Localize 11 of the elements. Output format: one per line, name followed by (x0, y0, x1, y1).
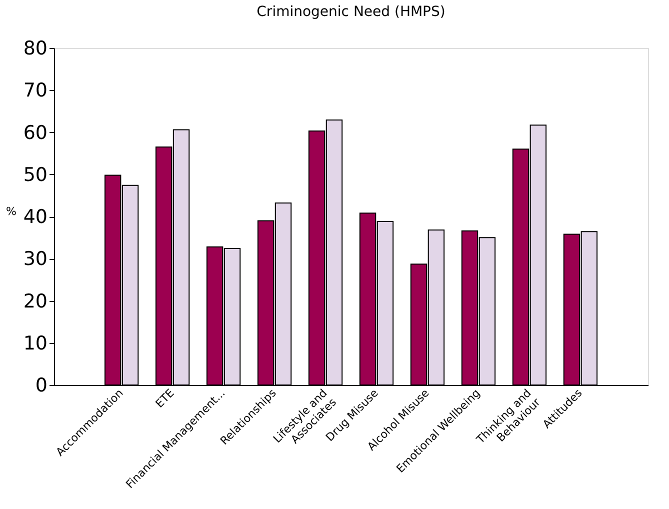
y-tick-label: 70 (23, 80, 48, 102)
y-tick-label: 40 (23, 206, 48, 228)
y-tick-label: 50 (23, 164, 48, 186)
y-tick-label: 80 (23, 38, 48, 60)
y-tick-label: 20 (23, 290, 48, 312)
y-tick-label: 10 (23, 332, 48, 354)
y-tick-label: 60 (23, 122, 48, 144)
y-tick-label: 30 (23, 248, 48, 270)
y-tick-label: 0 (35, 374, 48, 396)
y-axis-title: % (6, 205, 16, 218)
chart-title: Criminogenic Need (HMPS) (256, 4, 446, 20)
